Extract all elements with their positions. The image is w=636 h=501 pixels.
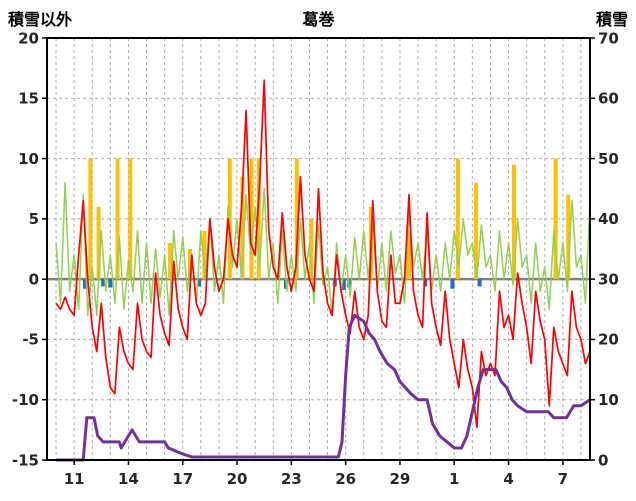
left-axis-tick-label: -15 [12,451,39,469]
right-axis-tick-label: 10 [598,391,619,409]
x-axis-tick-label: 1 [449,470,459,488]
x-axis-tick-label: 23 [281,470,302,488]
chart-title: 葛巻 [302,10,335,29]
left-axis-ticks: 20 15 10 5 0 -5 -10 -15 [12,29,47,469]
left-axis-tick-label: 10 [18,150,39,168]
left-axis-tick-label: 20 [18,29,39,47]
left-axis-tick-label: -5 [22,331,39,349]
x-axis-tick-label: 4 [503,470,513,488]
purple-line-series [56,313,591,462]
right-axis-tick-label: 20 [598,331,619,349]
x-axis-tick-label: 17 [172,470,193,488]
right-axis-tick-label: 70 [598,29,619,47]
right-axis-ticks: 70 60 50 40 30 20 10 0 [590,29,619,469]
right-axis-tick-label: 0 [598,451,608,469]
left-axis-title: 積雪以外 [8,10,73,29]
left-axis-tick-label: -10 [12,391,39,409]
left-axis-tick-label: 0 [29,270,39,288]
red-line-series [55,79,591,429]
left-axis-tick-label: 15 [18,90,39,108]
right-axis-tick-label: 50 [598,150,619,168]
right-axis-tick-label: 60 [598,90,619,108]
x-axis-tick-label: 11 [64,470,85,488]
right-axis-title: 積雪 [595,10,628,29]
x-axis-ticks: 11 14 17 20 23 26 29 1 4 7 [64,460,568,488]
x-axis-tick-label: 26 [335,470,356,488]
x-axis-tick-label: 14 [118,470,139,488]
x-axis-tick-label: 20 [227,470,248,488]
right-axis-tick-label: 30 [598,270,619,288]
right-axis-tick-label: 40 [598,210,619,228]
green-line-series [55,181,591,317]
left-axis-tick-label: 5 [29,210,39,228]
plot-frame [46,37,591,461]
x-axis-tick-label: 7 [558,470,568,488]
x-axis-tick-label: 29 [390,470,411,488]
